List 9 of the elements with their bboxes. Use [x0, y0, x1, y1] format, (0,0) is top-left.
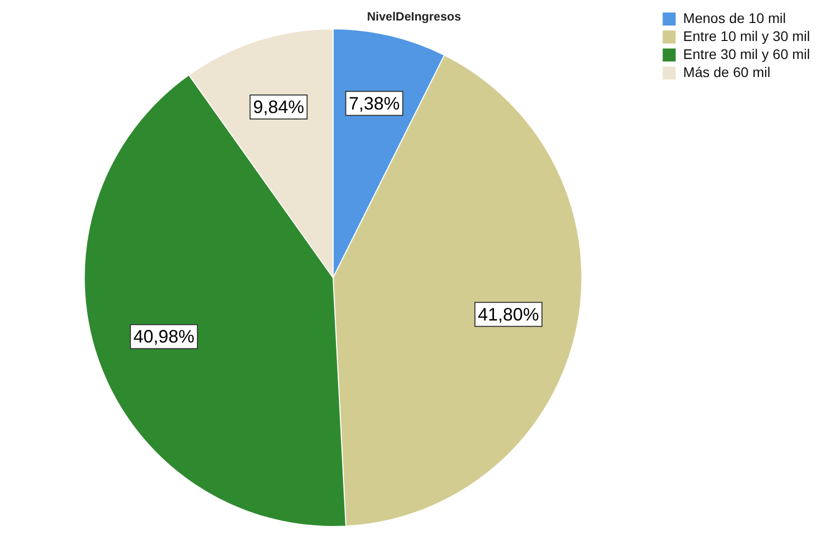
data-label: 7,38%: [348, 93, 400, 114]
legend-label: Entre 30 mil y 60 mil: [683, 46, 810, 62]
legend-label: Entre 10 mil y 30 mil: [683, 28, 810, 44]
data-label: 40,98%: [133, 326, 194, 347]
chart-title: NivelDeIngresos: [366, 10, 462, 24]
data-label: 9,84%: [253, 97, 304, 118]
data-label: 41,80%: [478, 304, 539, 324]
legend-label: Menos de 10 mil: [683, 10, 786, 26]
legend-label: Más de 60 mil: [683, 64, 770, 80]
